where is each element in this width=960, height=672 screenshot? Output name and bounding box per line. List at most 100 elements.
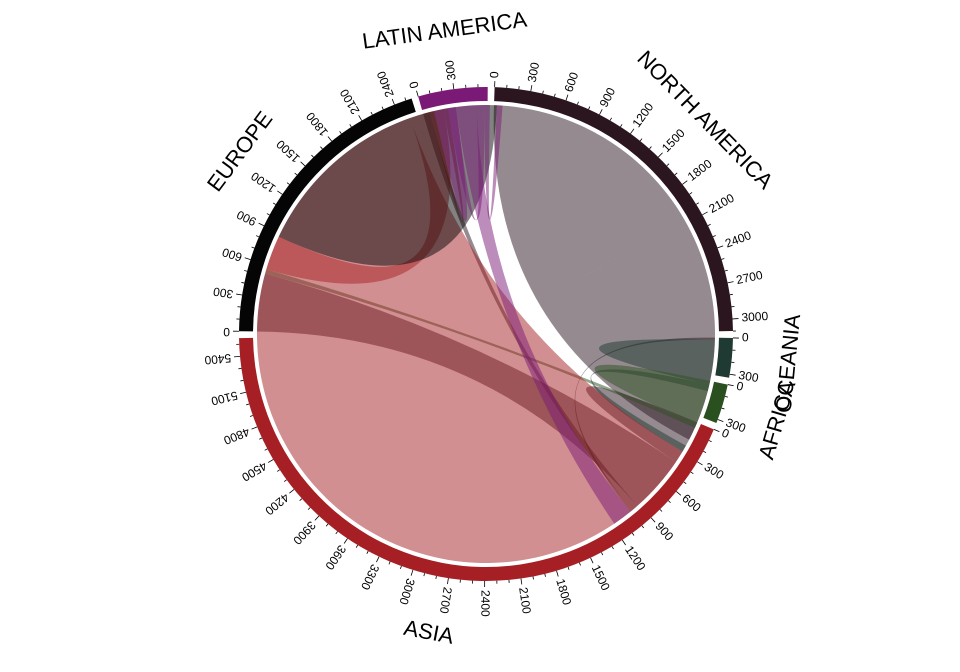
tick-label: 600 (679, 491, 704, 515)
tick-mark (327, 136, 333, 142)
sector-label-latin-america: LATIN AMERICA (361, 6, 529, 53)
tick-mark (410, 569, 414, 576)
tick-mark (641, 525, 645, 529)
tick-mark (599, 109, 603, 115)
tick-label: 4500 (239, 459, 269, 485)
tick-mark (388, 561, 391, 565)
tick-mark (416, 90, 419, 97)
tick-mark (674, 172, 678, 176)
tick-mark (240, 379, 244, 382)
tick-label: 5400 (204, 351, 232, 367)
tick-mark (244, 257, 251, 260)
tick-mark (259, 437, 263, 440)
tick-mark (658, 152, 663, 158)
tick-mark (325, 523, 329, 527)
tick-mark (266, 213, 270, 216)
tick-label: 2400 (723, 228, 753, 251)
tick-mark (708, 440, 712, 443)
tick-label: 300 (442, 59, 459, 81)
sector-label-asia: ASIA (402, 615, 456, 649)
sector-arc-north-america (494, 87, 733, 332)
tick-mark (428, 90, 431, 94)
tick-label: 600 (220, 245, 244, 264)
tick-mark (366, 550, 369, 554)
tick-label: 1800 (553, 577, 574, 607)
tick-mark (283, 479, 287, 482)
tick-label: 1800 (303, 109, 331, 139)
tick-mark (520, 578, 523, 585)
tick-mark (717, 245, 724, 249)
tick-label: 600 (562, 70, 582, 94)
tick-mark (630, 128, 635, 134)
tick-mark (676, 491, 682, 496)
tick-mark (609, 117, 612, 121)
tick-label: 3000 (741, 309, 769, 325)
tick-mark (452, 83, 455, 90)
tick-label: 300 (702, 460, 727, 483)
tick-label: 0 (742, 330, 749, 344)
tick-mark (447, 578, 449, 585)
link-oceania-to-oceania (599, 339, 715, 385)
tick-mark (689, 192, 693, 195)
tick-mark (355, 544, 359, 548)
link-latin-america-to-europe (484, 105, 503, 220)
tick-label: 300 (212, 284, 234, 301)
tick-mark (276, 469, 280, 472)
tick-label: 0 (406, 79, 421, 90)
tick-mark (423, 573, 425, 577)
tick-label: 2400 (374, 69, 397, 99)
tick-label: 300 (738, 368, 760, 385)
tick-mark (241, 282, 245, 284)
tick-mark (311, 154, 314, 158)
tick-mark (307, 507, 311, 510)
tick-mark (400, 565, 402, 570)
tick-label: 300 (525, 61, 542, 84)
tick-label: 3300 (358, 562, 382, 592)
tick-mark (601, 552, 604, 556)
tick-label: 2700 (437, 586, 455, 615)
tick-mark (721, 258, 725, 260)
tick-mark (565, 94, 569, 101)
tick-label: 2700 (735, 268, 764, 287)
tick-mark (556, 570, 559, 577)
tick-mark (696, 202, 699, 205)
tick-mark (554, 93, 556, 97)
tick-mark (668, 500, 671, 503)
tick-mark (240, 391, 247, 395)
sector-arc-oceania (715, 337, 733, 378)
tick-mark (697, 461, 703, 466)
tick-label: 1200 (629, 100, 656, 130)
tick-mark (717, 419, 724, 422)
tick-mark (435, 575, 437, 579)
tick-mark (244, 270, 248, 272)
tick-mark (544, 573, 546, 577)
tick-mark (267, 459, 274, 463)
link-latin-america-to-asia (447, 105, 485, 221)
tick-mark (300, 161, 306, 167)
chord-sectors (239, 87, 733, 582)
tick-mark (590, 557, 594, 564)
tick-mark (690, 471, 694, 475)
tick-mark (713, 428, 720, 433)
tick-mark (277, 190, 283, 195)
tick-mark (532, 576, 534, 580)
tick-mark (249, 415, 253, 417)
tick-mark (236, 293, 243, 296)
tick-mark (391, 98, 395, 105)
tick-label: 0 (735, 379, 745, 394)
tick-mark (358, 115, 363, 121)
tick-label: 1500 (273, 137, 302, 166)
tick-mark (320, 146, 323, 150)
tick-mark (349, 124, 352, 128)
tick-mark (724, 396, 728, 398)
tick-mark (264, 448, 268, 451)
tick-mark (381, 106, 384, 110)
tick-mark (440, 87, 443, 92)
tick-mark (702, 211, 708, 216)
tick-label: 2100 (516, 586, 534, 615)
tick-label: 3000 (396, 577, 417, 607)
chord-links (257, 105, 715, 563)
tick-mark (721, 407, 725, 410)
tick-mark (256, 235, 260, 238)
